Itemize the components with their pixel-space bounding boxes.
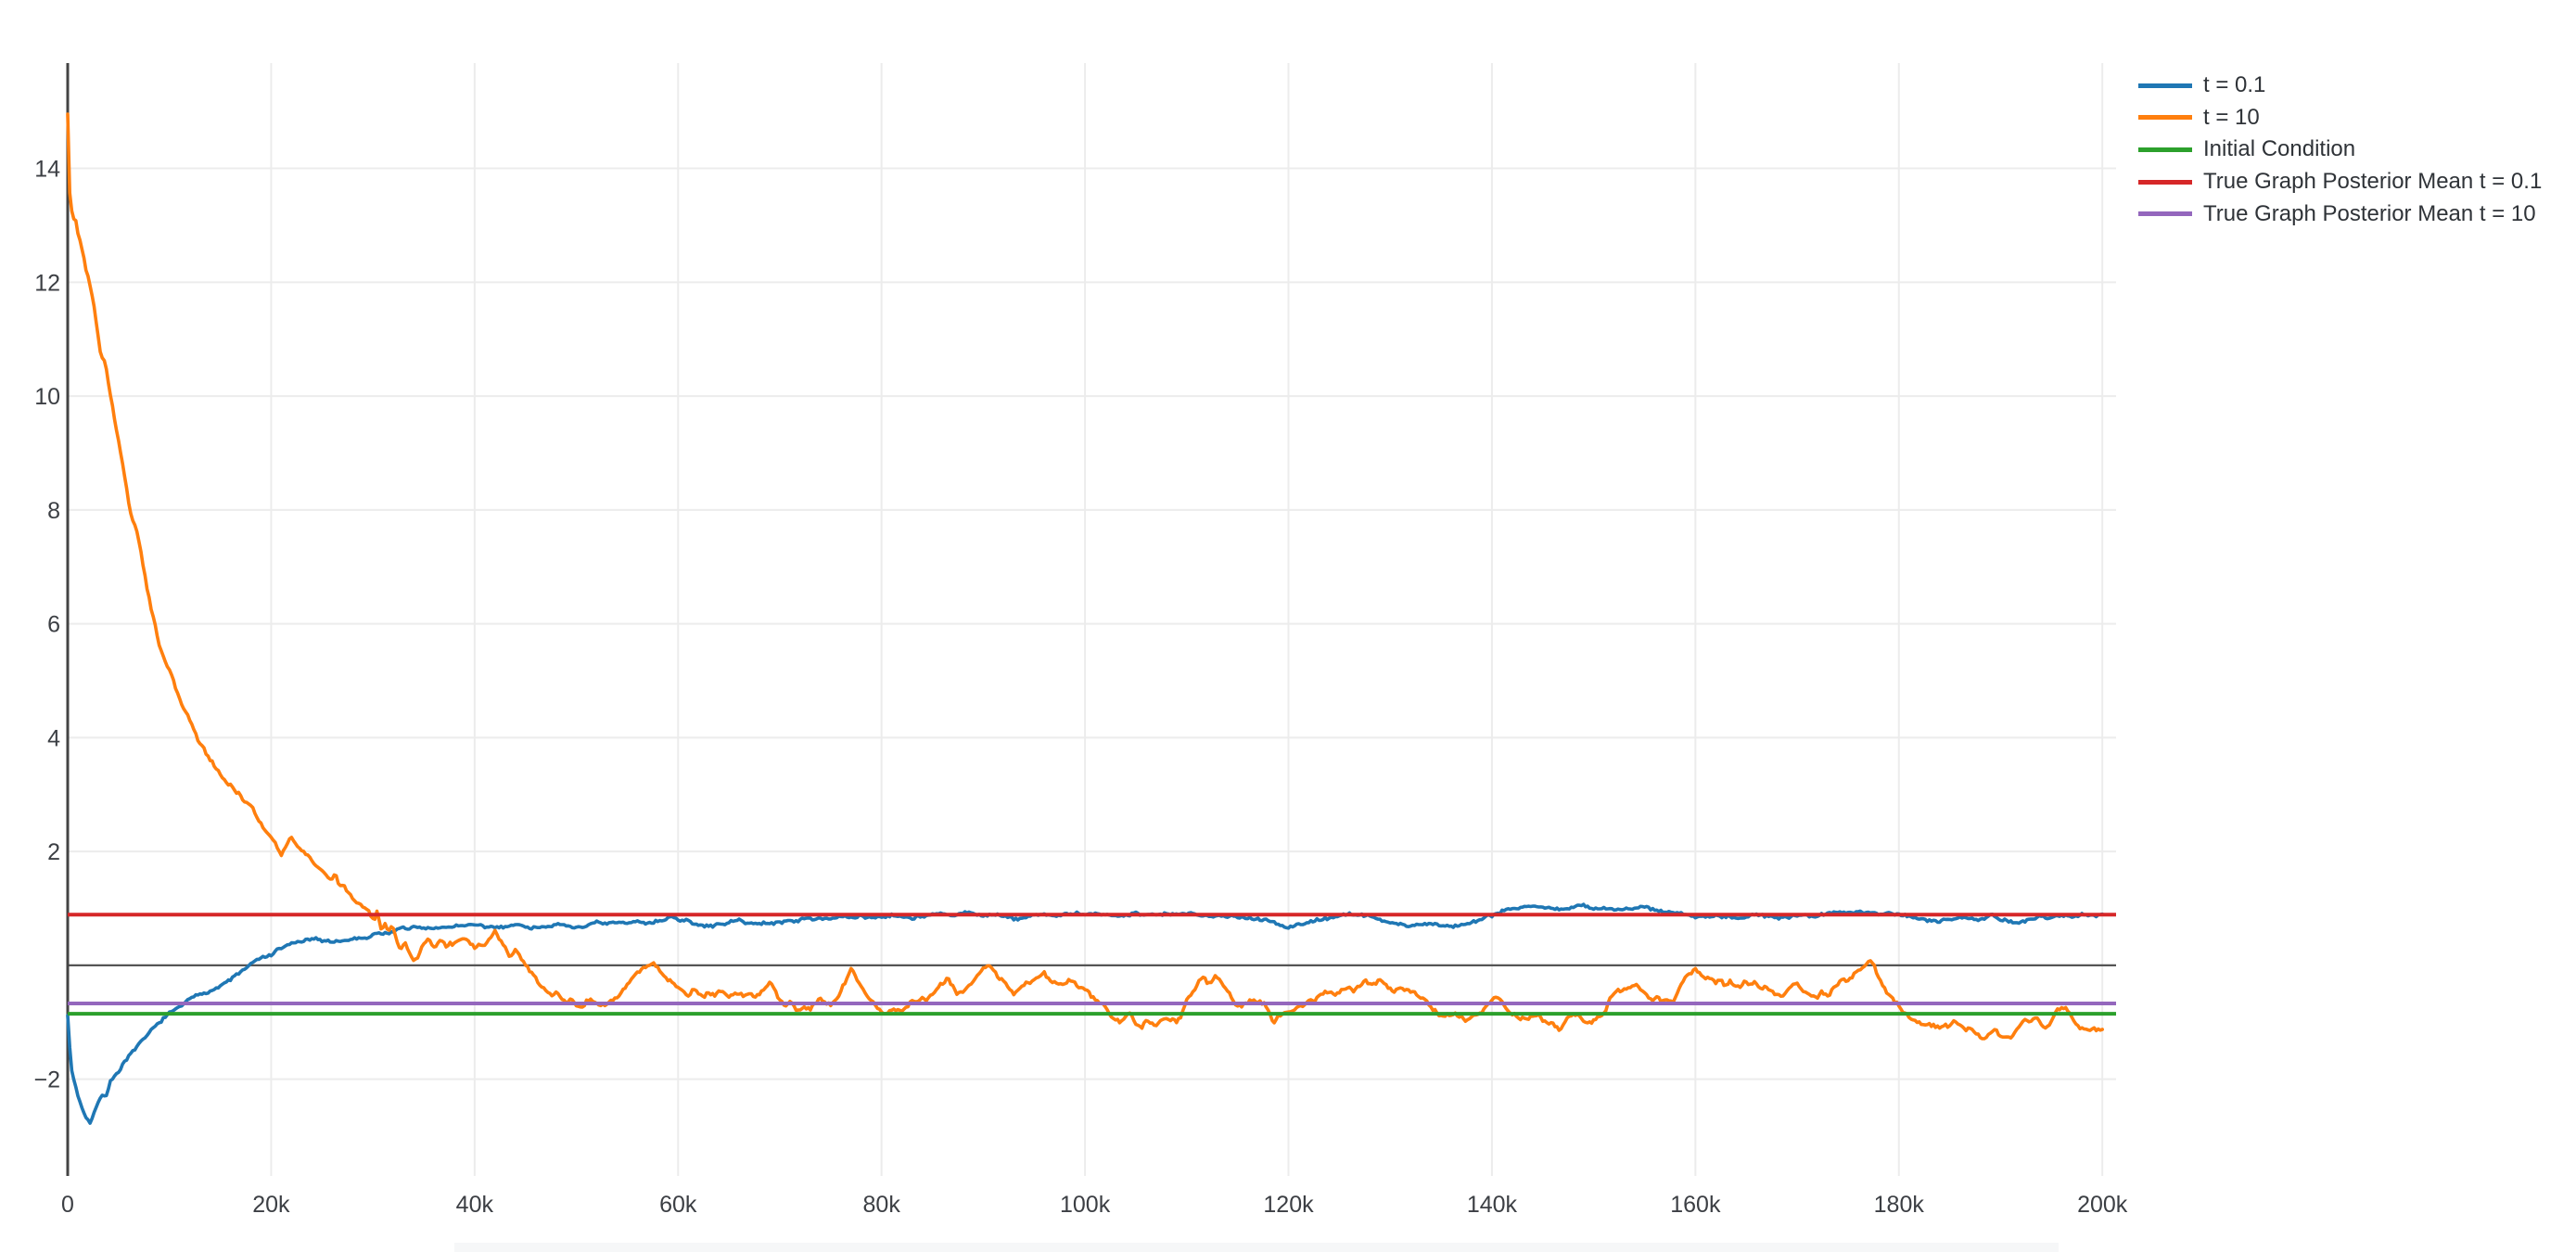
x-tick-label: 200k: [2077, 1192, 2128, 1218]
y-tick-label: 14: [34, 157, 60, 183]
legend: t = 0.1 t = 10 Initial Condition True Graph…: [2138, 70, 2542, 230]
x-tick-label: 180k: [1874, 1192, 1925, 1218]
y-tick-label: 8: [47, 498, 60, 524]
bottom-shadow-band: [454, 1243, 2059, 1252]
y-tick-label: 6: [47, 612, 60, 638]
legend-swatch-icon: [2138, 115, 2192, 121]
legend-item-4[interactable]: True Graph Posterior Mean t = 10: [2138, 198, 2542, 230]
legend-swatch-icon: [2138, 179, 2192, 185]
x-tick-label: 140k: [1467, 1192, 1518, 1218]
x-tick-label: 0: [61, 1192, 74, 1218]
legend-swatch-icon: [2138, 211, 2192, 217]
x-tick-label: 40k: [456, 1192, 494, 1218]
x-tick-label: 80k: [863, 1192, 901, 1218]
legend-item-0[interactable]: t = 0.1: [2138, 70, 2542, 102]
legend-item-3[interactable]: True Graph Posterior Mean t = 0.1: [2138, 166, 2542, 198]
y-tick-label: 2: [47, 839, 60, 865]
legend-label: t = 10: [2203, 104, 2260, 130]
y-tick-label: 12: [34, 270, 60, 296]
y-tick-label: 4: [47, 725, 60, 751]
x-tick-label: 60k: [659, 1192, 697, 1218]
legend-item-1[interactable]: t = 10: [2138, 102, 2542, 134]
legend-swatch-icon: [2138, 83, 2192, 88]
x-tick-label: 100k: [1060, 1192, 1111, 1218]
legend-item-2[interactable]: Initial Condition: [2138, 134, 2542, 166]
legend-label: t = 0.1: [2203, 72, 2266, 98]
legend-swatch-icon: [2138, 147, 2192, 152]
legend-label: True Graph Posterior Mean t = 10: [2203, 200, 2536, 226]
x-tick-label: 20k: [252, 1192, 290, 1218]
legend-label: Initial Condition: [2203, 136, 2356, 162]
x-tick-label: 120k: [1263, 1192, 1314, 1218]
x-tick-label: 160k: [1670, 1192, 1721, 1218]
series-t-10-line: [66, 112, 2104, 1041]
y-tick-label: 10: [34, 384, 60, 410]
legend-label: True Graph Posterior Mean t = 0.1: [2203, 169, 2543, 195]
y-tick-label: −2: [33, 1067, 60, 1093]
